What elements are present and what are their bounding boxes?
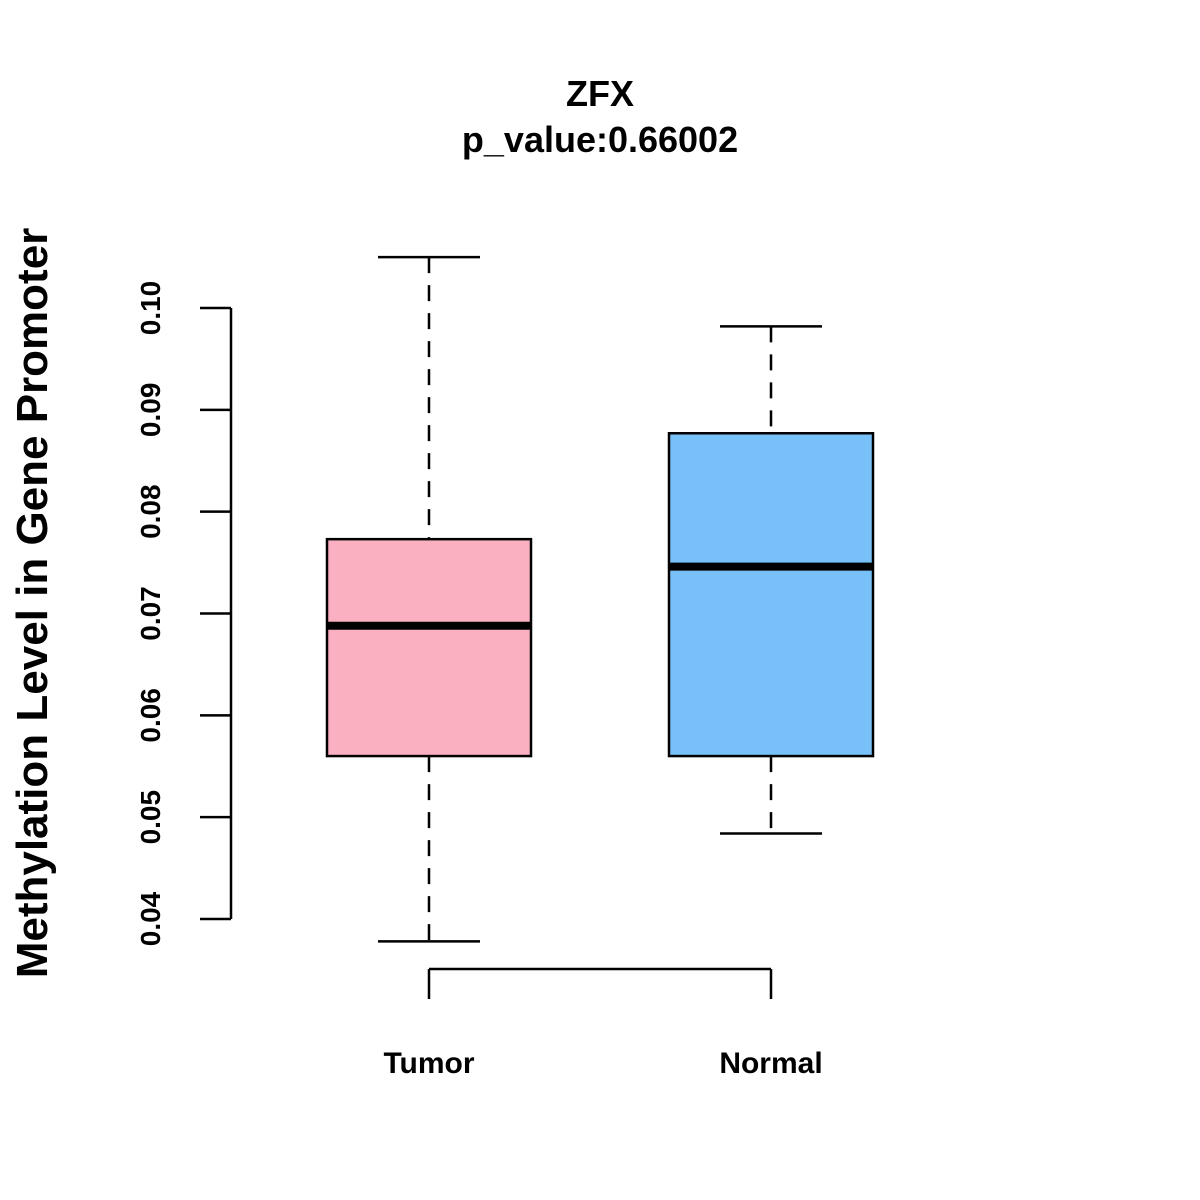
x-tick-label: Tumor [383, 1047, 474, 1080]
x-axis: Tumor Normal [383, 967, 823, 1080]
x-tick-label: Normal [719, 1047, 822, 1080]
y-tick-label: 0.05 [135, 790, 166, 845]
box-group [325, 255, 875, 943]
y-axis: 0.04 0.05 0.06 0.07 0.08 0.09 0.10 [135, 281, 233, 946]
y-tick-label: 0.08 [135, 484, 166, 538]
box-body [325, 537, 533, 758]
chart-title: ZFX [566, 73, 634, 114]
y-tick-label: 0.09 [135, 383, 166, 438]
y-tick-label: 0.06 [135, 688, 166, 743]
box-body [667, 432, 875, 758]
box-normal [667, 325, 875, 835]
chart-subtitle: p_value:0.66002 [462, 119, 738, 160]
box-tumor [325, 255, 533, 943]
y-tick-label: 0.04 [135, 891, 166, 946]
y-tick-label: 0.10 [135, 281, 166, 336]
y-axis-title: Methylation Level in Gene Promoter [8, 228, 57, 979]
y-tick-label: 0.07 [135, 586, 166, 641]
